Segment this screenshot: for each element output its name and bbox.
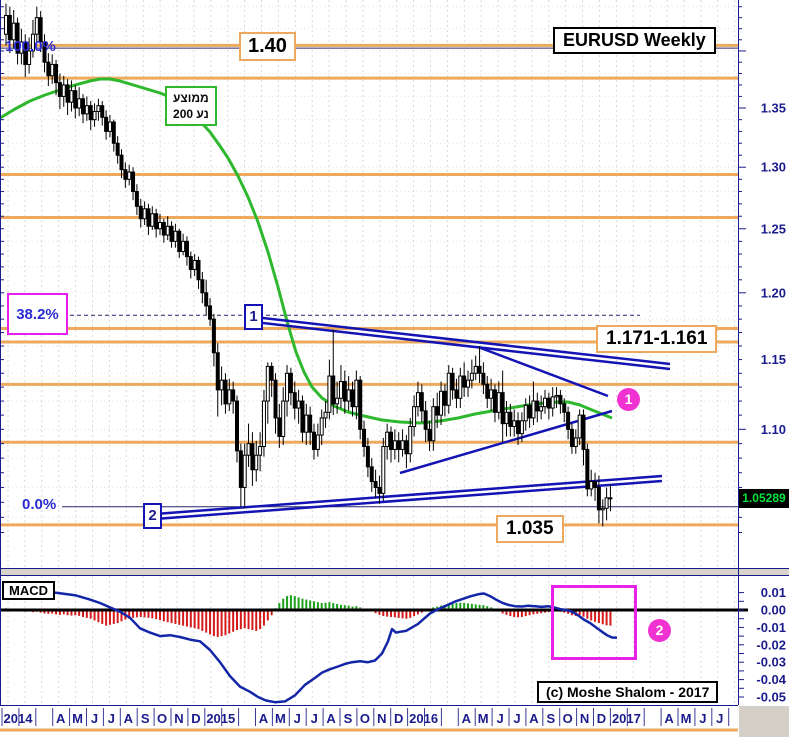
panel-splitter[interactable]: [0, 569, 789, 575]
fib-navy-lines: [0, 47, 738, 508]
wave-marker-2-box[interactable]: 2: [143, 503, 162, 529]
month-axis-label: A: [529, 711, 539, 726]
price-axis-label: 1.30: [761, 160, 786, 175]
month-axis-label: J: [294, 711, 301, 726]
trendlines-layer: [154, 314, 671, 521]
zone-1.171-1.161-box[interactable]: 1.171-1.161: [596, 325, 718, 353]
macd-axis-label: -0.03: [756, 655, 786, 670]
month-axis-label: A: [124, 711, 134, 726]
month-axis-label: J: [513, 711, 520, 726]
ma200-label-line1: ממוצע: [173, 91, 209, 105]
month-axis-label: J: [699, 711, 706, 726]
month-axis-label: J: [311, 711, 318, 726]
price-axis-label: 1.35: [761, 101, 786, 116]
time-axis-layer: 2014 A M J J A S O N D 2015 A M J J A S O N D 2016 A M J J A S O N D 2…: [0, 706, 789, 737]
month-axis-label: M: [681, 711, 692, 726]
month-axis-label: A: [326, 711, 336, 726]
grid-layer: [0, 0, 738, 705]
price-axis-label: 1.25: [761, 221, 786, 236]
fib-100-label: 100.0%: [5, 38, 56, 55]
candlesticks-layer: [4, 3, 613, 527]
ma200-label-line2: 200 נע: [173, 107, 209, 121]
month-axis-label: M: [72, 711, 83, 726]
macd-line: [6, 590, 618, 704]
year-axis-label: 2016: [409, 711, 438, 726]
price-axis-label: 1.10: [761, 422, 786, 437]
price-axis-label: 1.15: [761, 352, 786, 367]
level-1.40-box[interactable]: 1.40: [239, 32, 296, 61]
month-axis-label: J: [496, 711, 503, 726]
scenario-circle-2[interactable]: 2: [648, 619, 671, 642]
copyright-box: (c) Moshe Shalom - 2017: [537, 681, 719, 703]
fib-382-box[interactable]: 38.2%: [7, 293, 68, 335]
month-axis-label: M: [478, 711, 489, 726]
price-axis-label: 1.20: [761, 285, 786, 300]
macd-axis-label: -0.02: [756, 637, 786, 652]
chart-title-box[interactable]: EURUSD Weekly: [553, 27, 716, 54]
month-axis-label: S: [344, 711, 353, 726]
month-axis-label: A: [259, 711, 269, 726]
axes-layer: 1.35 1.30 1.25 1.20 1.15 1.10 0.01 0.00 -0.01 -0.…: [0, 0, 787, 706]
macd-highlight-rectangle[interactable]: [551, 585, 637, 660]
month-axis-label: J: [716, 711, 723, 726]
month-axis-label: A: [462, 711, 472, 726]
month-axis-label: N: [580, 711, 589, 726]
fib-0-label: 0.0%: [22, 496, 57, 513]
macd-axis-label: 0.00: [761, 603, 786, 618]
scenario-circle-1[interactable]: 1: [617, 388, 640, 411]
year-axis-label: 2015: [206, 711, 235, 726]
month-axis-label: A: [664, 711, 674, 726]
month-axis-label: D: [597, 711, 606, 726]
month-axis-label: D: [394, 711, 403, 726]
ma200-label-box[interactable]: ממוצע 200 נע: [165, 86, 217, 126]
ma-200-line: [0, 77, 613, 425]
month-axis-label: O: [360, 711, 370, 726]
macd-axis-label: -0.04: [756, 672, 786, 687]
month-axis-label: N: [377, 711, 386, 726]
last-price-tag: 1.05289: [739, 489, 789, 508]
month-axis-label: O: [157, 711, 167, 726]
month-axis-label: J: [91, 711, 98, 726]
month-axis-label: O: [563, 711, 573, 726]
month-axis-label: S: [546, 711, 555, 726]
macd-axis-label: 0.01: [761, 585, 786, 600]
macd-axis-label: -0.01: [756, 620, 786, 635]
month-axis-label: D: [191, 711, 200, 726]
month-axis-label: A: [56, 711, 66, 726]
year-axis-label: 2017: [612, 711, 641, 726]
month-axis-label: S: [141, 711, 150, 726]
month-axis-label: N: [174, 711, 183, 726]
macd-axis-label: -0.05: [756, 690, 786, 705]
fib-382-label: 38.2%: [16, 305, 59, 323]
axis-corner-block: [739, 706, 789, 737]
macd-indicator-label: MACD: [2, 581, 55, 600]
wave-marker-1-box[interactable]: 1: [244, 304, 263, 330]
month-axis-label: M: [275, 711, 286, 726]
level-1.035-box[interactable]: 1.035: [496, 515, 564, 543]
month-axis-label: J: [108, 711, 115, 726]
year-axis-label: 2014: [4, 711, 34, 726]
fib-orange-levels: [0, 43, 738, 527]
